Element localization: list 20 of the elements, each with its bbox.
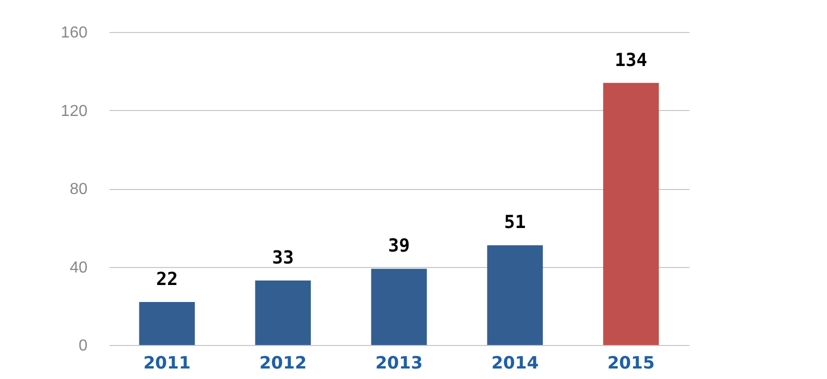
data-label: 22 — [156, 268, 178, 290]
bar — [255, 280, 311, 345]
x-tick-label: 2011 — [143, 354, 191, 374]
data-label: 51 — [504, 212, 526, 234]
data-label: 39 — [388, 236, 410, 257]
x-tick-label: 2013 — [375, 354, 423, 374]
x-tick-label: 2012 — [259, 354, 307, 374]
y-tick-label: 40 — [70, 259, 88, 276]
bar — [371, 268, 427, 345]
y-tick-label: 0 — [78, 338, 88, 354]
y-tick-label: 80 — [70, 181, 88, 198]
x-tick-label: 2015 — [607, 354, 655, 374]
y-tick-label: 120 — [60, 102, 88, 120]
bar — [603, 82, 659, 345]
bar — [139, 302, 195, 345]
data-label: 33 — [272, 247, 294, 268]
data-label: 134 — [614, 50, 648, 71]
x-tick-label: 2014 — [491, 354, 539, 374]
y-tick-label: 160 — [60, 24, 88, 42]
bar — [487, 245, 543, 345]
